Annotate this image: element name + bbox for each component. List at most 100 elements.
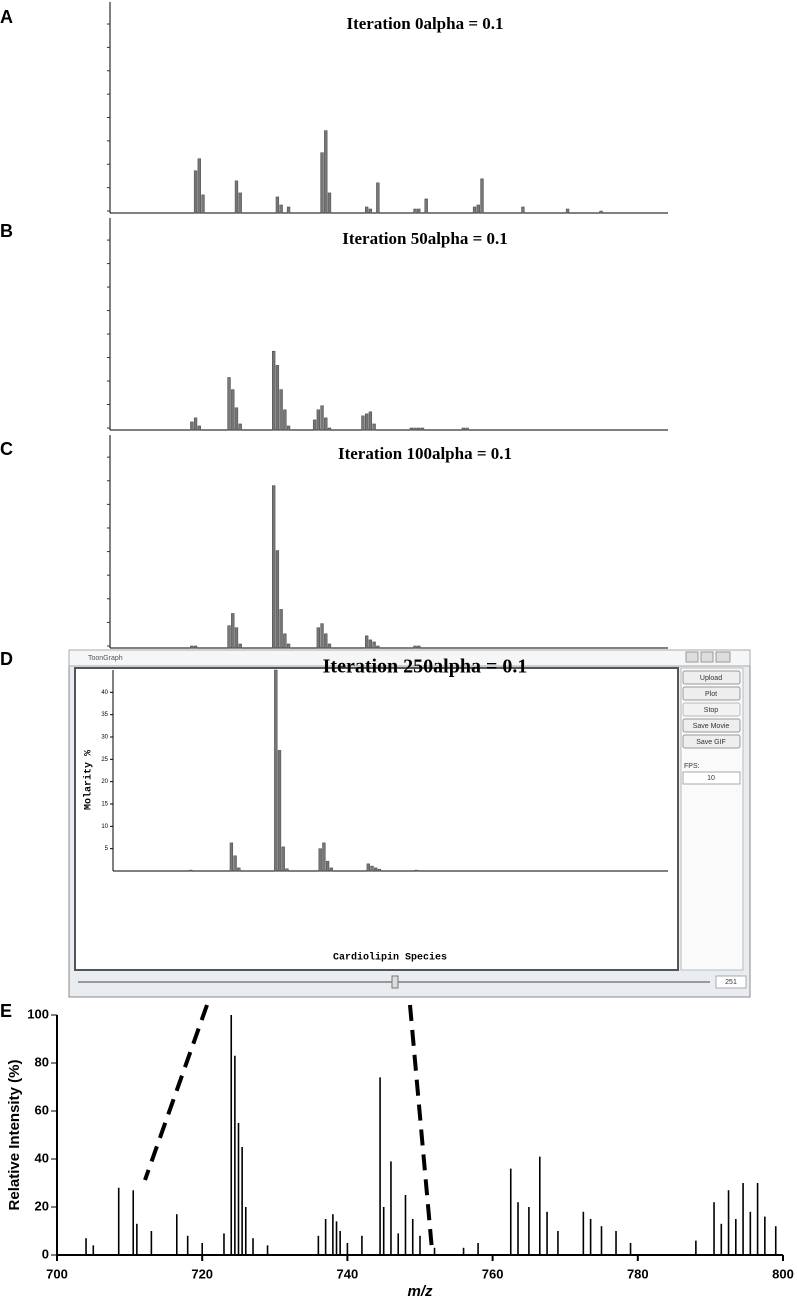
bar <box>286 643 291 649</box>
maximize[interactable] <box>700 651 714 663</box>
y-tick-label: 0 <box>42 1246 49 1261</box>
fps-value: 10 <box>707 775 715 782</box>
frame-field[interactable] <box>715 975 747 989</box>
bar <box>272 485 276 649</box>
bar <box>238 423 242 431</box>
bar <box>312 419 317 431</box>
bar <box>283 633 287 649</box>
x-tick-label: 740 <box>337 1266 359 1281</box>
bar <box>189 869 193 872</box>
close[interactable] <box>715 651 731 663</box>
panel-label: B <box>0 221 13 241</box>
bar <box>368 208 373 214</box>
bar <box>237 867 241 872</box>
bar <box>279 609 283 649</box>
bar <box>417 208 421 214</box>
slider-thumb[interactable] <box>391 975 399 989</box>
bar <box>281 846 285 872</box>
bar <box>193 417 198 431</box>
buttons: Upload Plot Stop Save Movie Save GIF <box>682 670 741 749</box>
bar <box>413 645 417 649</box>
bar <box>275 365 280 431</box>
bar <box>285 868 289 872</box>
bar <box>376 645 380 649</box>
bar <box>465 427 469 431</box>
bar <box>322 842 326 872</box>
bar <box>238 643 242 649</box>
bar <box>461 427 466 431</box>
button[interactable] <box>682 702 741 717</box>
button-label: Save GIF <box>696 739 726 746</box>
bar <box>325 860 330 872</box>
bar <box>370 865 374 872</box>
bar <box>327 643 332 649</box>
y-tick-label: 100 <box>27 1006 49 1021</box>
bar <box>286 206 291 214</box>
chart-title: Iteration 100alpha = 0.1 <box>338 444 512 463</box>
chart-title: Iteration 0alpha = 0.1 <box>346 14 503 33</box>
bar <box>190 421 194 431</box>
x-tick-label: 760 <box>482 1266 504 1281</box>
x-tick-label: 720 <box>191 1266 213 1281</box>
button[interactable] <box>682 686 741 701</box>
panel-label: A <box>0 7 13 27</box>
y-tick-label: 80 <box>35 1054 49 1069</box>
window-title: ToonGraph <box>88 655 123 662</box>
bar <box>272 350 276 431</box>
bar <box>279 389 283 431</box>
bar <box>283 409 287 431</box>
panel-label: D <box>0 649 13 669</box>
bar <box>190 645 194 649</box>
x-axis-label: m/z <box>407 1283 433 1300</box>
bar <box>229 842 234 872</box>
zoom-line <box>143 1004 209 1181</box>
bar <box>368 639 373 649</box>
bar <box>420 427 425 431</box>
button[interactable] <box>682 670 741 685</box>
bar <box>227 377 231 431</box>
button[interactable] <box>682 734 741 749</box>
bar <box>197 425 201 431</box>
bar <box>377 868 382 872</box>
y-tick-label: 5 <box>105 846 109 852</box>
bar <box>414 869 419 872</box>
bar <box>201 194 205 214</box>
bar <box>413 427 417 431</box>
bar <box>599 210 603 214</box>
x-axis-label: Cardiolipin Species <box>333 952 447 964</box>
y-tick-label: 15 <box>101 802 108 808</box>
bar <box>197 158 201 214</box>
fps-label: FPS: <box>684 763 700 770</box>
y-tick-label: 20 <box>101 779 108 785</box>
bar <box>565 208 570 214</box>
bar <box>327 427 332 431</box>
bar <box>329 867 333 872</box>
bar <box>316 409 320 431</box>
bar <box>424 198 428 214</box>
bar <box>476 204 480 214</box>
bar <box>372 641 376 649</box>
y-tick-label: 25 <box>101 757 108 763</box>
bar <box>365 413 369 431</box>
minimize[interactable] <box>685 651 699 663</box>
y-axis-label: Molarity % <box>83 750 95 810</box>
bar <box>374 867 378 872</box>
bar <box>277 750 282 872</box>
bar <box>227 625 231 649</box>
y-tick-label: 20 <box>35 1198 49 1213</box>
bar <box>368 411 373 431</box>
bar <box>320 623 324 649</box>
bar <box>366 863 370 872</box>
bar <box>318 848 322 872</box>
bar <box>231 389 235 431</box>
side-panel <box>680 667 744 971</box>
button[interactable] <box>682 718 741 733</box>
panel-label: C <box>0 439 13 459</box>
bar <box>376 182 380 214</box>
bar <box>238 192 242 214</box>
fps-field[interactable] <box>682 771 741 785</box>
bar <box>472 206 477 214</box>
bar <box>372 423 376 431</box>
bar <box>521 206 525 214</box>
bar <box>234 180 239 214</box>
